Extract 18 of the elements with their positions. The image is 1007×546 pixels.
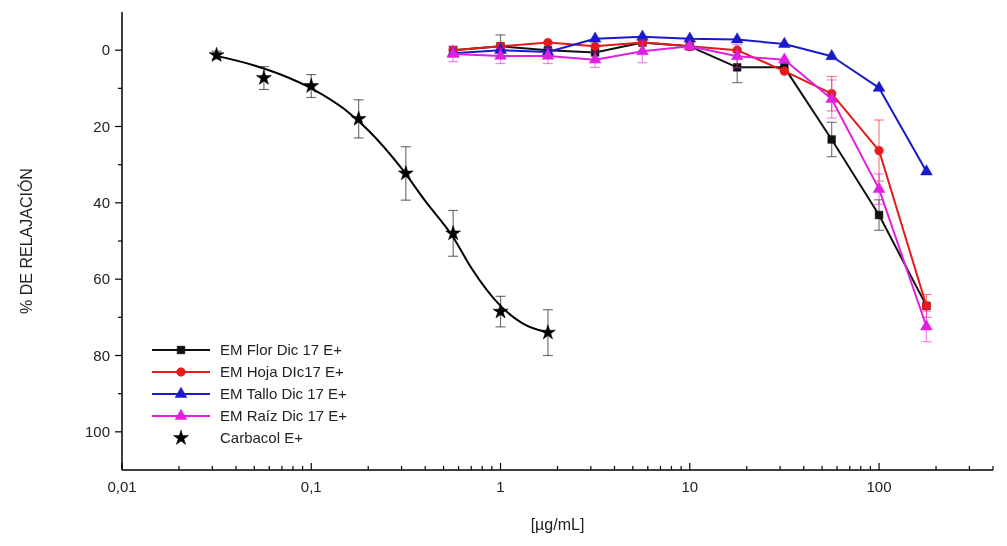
legend-label: EM Tallo Dic 17 E+ xyxy=(220,385,348,403)
y-tick-label: 60 xyxy=(93,270,110,288)
legend-label: EM Raíz Dic 17 E+ xyxy=(220,407,348,425)
legend-label: EM Flor Dic 17 E+ xyxy=(220,341,343,359)
x-tick-label: 0,01 xyxy=(107,478,137,495)
y-tick-label: 20 xyxy=(93,117,110,135)
x-tick-label: 10 xyxy=(681,478,699,495)
legend-label: Carbacol E+ xyxy=(220,429,304,447)
x-axis-title: [µg/mL] xyxy=(530,516,585,533)
y-tick-label: 100 xyxy=(84,423,110,441)
x-tick-label: 100 xyxy=(866,478,892,495)
y-tick-label: 0 xyxy=(101,41,110,59)
y-tick-label: 80 xyxy=(93,346,110,364)
x-tick-label: 0,1 xyxy=(300,478,322,495)
y-tick-label: 40 xyxy=(93,194,110,212)
x-tick-label: 1 xyxy=(496,478,505,495)
y-axis-title: % DE RELAJACIÓN xyxy=(17,168,35,314)
legend-label: EM Hoja DIc17 E+ xyxy=(220,363,345,381)
